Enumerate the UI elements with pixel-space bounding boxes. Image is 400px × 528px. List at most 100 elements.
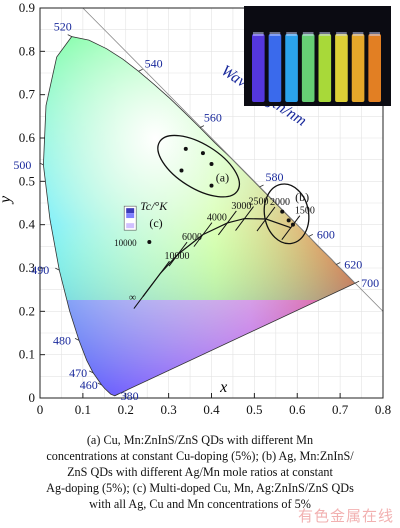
isotherm-line bbox=[168, 241, 188, 267]
tc-legend-value: 10000 bbox=[114, 238, 137, 248]
wavelength-label: 490 bbox=[31, 263, 49, 277]
y-tick-label: 0.8 bbox=[19, 43, 35, 58]
isotherm-line bbox=[193, 222, 213, 247]
y-tick-label: 0.6 bbox=[19, 130, 36, 145]
data-point bbox=[147, 240, 152, 244]
group-ellipses bbox=[157, 134, 310, 245]
wavelength-tick bbox=[354, 280, 360, 284]
qd-vial bbox=[351, 34, 365, 102]
ellipse-b bbox=[263, 183, 310, 245]
qd-vial-cap bbox=[253, 32, 264, 36]
caption-line-3: ZnS QDs with different Ag/Mn mole ratios… bbox=[67, 465, 333, 479]
tc-legend-swatch bbox=[126, 208, 135, 214]
wavelength-label: 700 bbox=[361, 276, 379, 290]
x-tick-label: 0.8 bbox=[375, 402, 391, 417]
x-tick-label: 0.3 bbox=[161, 402, 177, 417]
inset-background bbox=[244, 6, 391, 106]
data-point bbox=[200, 151, 205, 156]
x-tick-label: 0.6 bbox=[289, 402, 306, 417]
y-tick-label: 0 bbox=[29, 390, 36, 405]
wavelength-tick bbox=[308, 234, 314, 237]
data-point bbox=[286, 218, 291, 223]
figure-caption: (a) Cu, Mn:ZnInS/ZnS QDs with different … bbox=[4, 432, 396, 512]
qd-vial bbox=[318, 34, 332, 102]
data-point bbox=[290, 222, 295, 227]
temperature-label: 1500 bbox=[295, 206, 315, 217]
data-point bbox=[280, 209, 285, 214]
qd-vial-cap bbox=[336, 32, 347, 36]
caption-line-4: Ag-doping (5%); (c) Multi-doped Cu, Mn, … bbox=[46, 481, 354, 495]
isotherm-line bbox=[133, 284, 153, 309]
wavelength-label: 470 bbox=[69, 366, 87, 380]
wavelength-label: 460 bbox=[80, 378, 98, 392]
watermark: 有色金属在线 bbox=[297, 507, 394, 525]
data-point bbox=[209, 183, 214, 188]
axis-ticks: 0 0.1 0.2 0.3 0.4 0.5 0.6 0.7 0.8 0 0.1 0.2 0.3 0.4 0.… bbox=[19, 0, 391, 417]
qd-vial bbox=[301, 34, 315, 102]
wavelength-label: 580 bbox=[266, 170, 284, 184]
isotherm-line bbox=[281, 215, 301, 240]
caption-line-2: concentrations at constant Cu-doping (5%… bbox=[46, 449, 354, 463]
temperature-label: ∞ bbox=[129, 293, 136, 304]
qd-vial-cap bbox=[286, 32, 297, 36]
group-label: (b) bbox=[295, 190, 309, 204]
wavelength-label: 620 bbox=[344, 258, 362, 272]
y-axis-label: y bbox=[0, 195, 14, 205]
data-point bbox=[183, 146, 188, 151]
caption-line-1: (a) Cu, Mn:ZnInS/ZnS QDs with different … bbox=[86, 433, 314, 447]
qd-vial bbox=[285, 34, 298, 102]
wavelength-tick bbox=[259, 184, 264, 188]
isotherm-line bbox=[235, 206, 254, 231]
temperature-label: 4000 bbox=[207, 213, 227, 224]
temperature-label: 10000 bbox=[164, 251, 189, 262]
x-tick-label: 0.5 bbox=[246, 402, 262, 417]
wavelength-label: 540 bbox=[145, 56, 163, 70]
x-tick-label: 0 bbox=[37, 402, 44, 417]
qd-vial bbox=[368, 34, 381, 102]
wavelength-label: 600 bbox=[317, 227, 335, 241]
ellipse-a bbox=[157, 134, 241, 198]
y-tick-label: 0.7 bbox=[19, 87, 36, 102]
qd-vial bbox=[268, 34, 282, 102]
x-tick-label: 0.1 bbox=[75, 402, 91, 417]
wavelength-label: 560 bbox=[204, 111, 222, 125]
x-tick-label: 0.4 bbox=[203, 402, 220, 417]
tc-legend-label: Tc/°K bbox=[140, 199, 168, 213]
wavelength-tick bbox=[199, 125, 205, 128]
tc-legend-swatch bbox=[126, 223, 135, 229]
qd-vial-cap bbox=[269, 32, 281, 36]
temperature-label: 6000 bbox=[182, 232, 202, 243]
wavelength-tick bbox=[88, 370, 94, 374]
y-tick-label: 0.9 bbox=[19, 0, 35, 15]
x-axis-label: x bbox=[219, 379, 227, 396]
tc-legend: Tc/°K 10000 bbox=[114, 199, 168, 248]
group-label: (a) bbox=[216, 170, 229, 184]
caption-line-5: with all Ag, Cu and Mn concentrations of… bbox=[89, 497, 311, 511]
isotherm-line bbox=[217, 210, 237, 236]
wavelength-tick bbox=[114, 393, 119, 397]
wavelength-label: 380 bbox=[121, 389, 139, 403]
data-point bbox=[209, 162, 214, 166]
tc-legend-swatch bbox=[126, 213, 135, 219]
wavelength-label: 520 bbox=[54, 20, 72, 34]
x-tick-label: 0.7 bbox=[332, 402, 349, 417]
y-tick-label: 0.3 bbox=[19, 260, 35, 275]
qd-vial-cap bbox=[369, 32, 380, 36]
y-tick-label: 0.4 bbox=[19, 217, 36, 232]
qd-vial-cap bbox=[352, 32, 364, 36]
qd-vial bbox=[335, 34, 348, 102]
wavelength-tick bbox=[336, 262, 341, 265]
y-tick-label: 0.1 bbox=[19, 347, 35, 362]
qd-vial-cap bbox=[319, 32, 331, 36]
qd-vial bbox=[252, 34, 265, 102]
wavelength-tick bbox=[74, 338, 80, 341]
wavelength-tick bbox=[67, 34, 72, 37]
isotherm-line bbox=[256, 206, 276, 232]
isotherm-line bbox=[151, 260, 170, 286]
x-tick-label: 0.2 bbox=[118, 402, 134, 417]
y-tick-label: 0.2 bbox=[19, 303, 35, 318]
tc-legend-swatch bbox=[126, 218, 135, 224]
wavelength-label: 500 bbox=[13, 158, 31, 172]
wavelength-label: 480 bbox=[53, 333, 71, 347]
